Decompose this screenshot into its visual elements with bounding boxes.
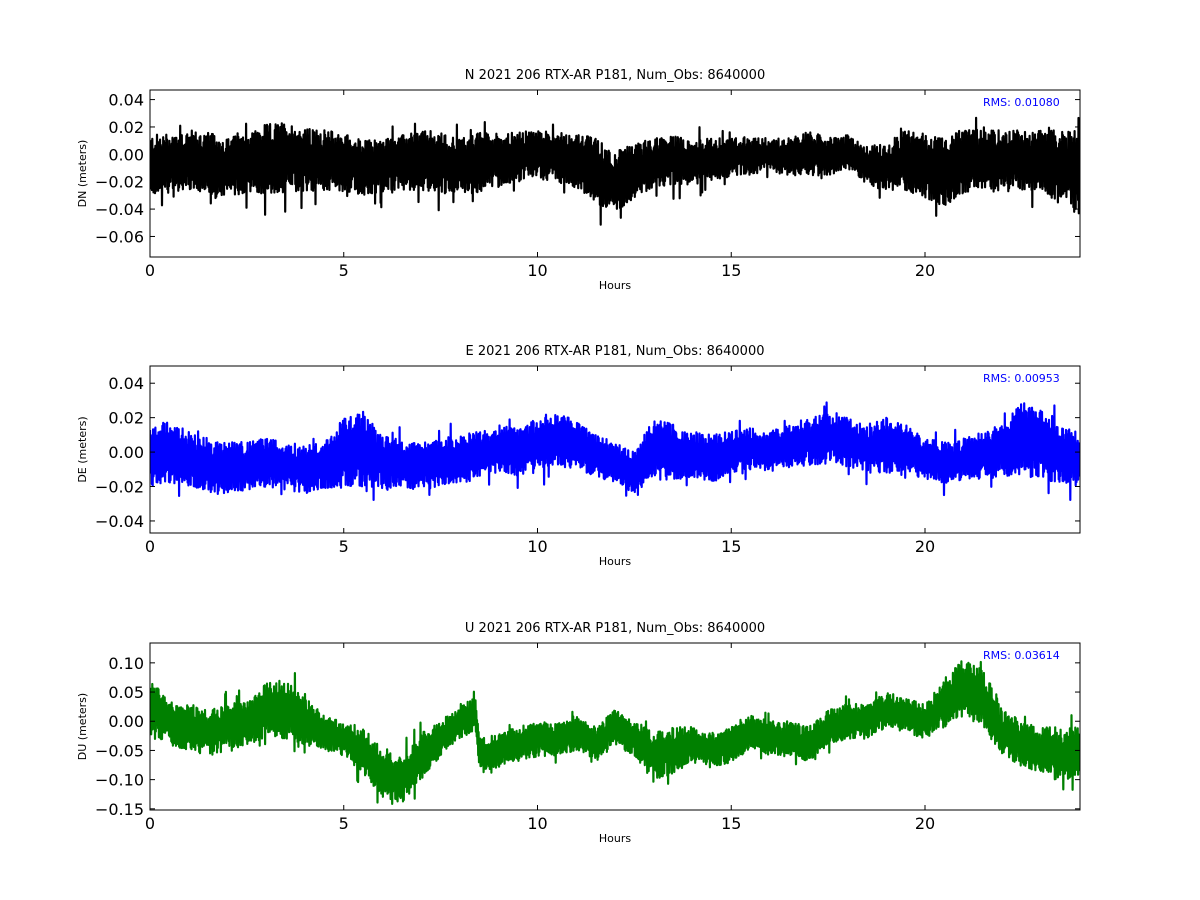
y-tick-label: −0.15: [95, 800, 144, 819]
y-tick-label: 0.00: [108, 712, 144, 731]
axes-frame-u: [149, 642, 1081, 811]
y-tick-label: −0.04: [95, 512, 144, 531]
x-tick-label: 15: [721, 814, 741, 833]
ticks-n: 0 5 10 15 20 −0.06 −0.04 −0.02 0.00 0.02 0.04: [95, 90, 1080, 280]
series-line-e: [150, 401, 1080, 501]
x-tick-label: 20: [915, 261, 935, 280]
y-tick-label: −0.04: [95, 200, 144, 219]
plot-title-e: E 2021 206 RTX-AR P181, Num_Obs: 8640000: [466, 344, 765, 359]
x-tick-label: 0: [145, 261, 155, 280]
trace-u: [150, 660, 1080, 805]
y-tick-label: −0.02: [95, 478, 144, 497]
y-axis-label-u: DU (meters): [76, 693, 89, 760]
trace-e: [150, 401, 1080, 501]
axes-frame-n: [149, 89, 1081, 258]
rms-annotation-e: RMS: 0.00953: [983, 372, 1060, 385]
y-tick-label: 0.10: [108, 654, 144, 673]
ticks-u: 0 5 10 15 20 −0.15 −0.10 −0.05 0.00 0.05 0.10: [95, 643, 1080, 833]
subplot-n: 0 5 10 15 20 −0.06 −0.04 −0.02 0.00 0.02 0.04 N 20…: [76, 68, 1081, 292]
series-line-u: [150, 660, 1080, 805]
subplot-e: 0 5 10 15 20 −0.04 −0.02 0.00 0.02 0.04 E 2021 20…: [76, 344, 1081, 568]
series-line-n: [150, 116, 1080, 226]
axes-frame-e: [149, 365, 1081, 534]
y-tick-label: −0.10: [95, 771, 144, 790]
rms-annotation-n: RMS: 0.01080: [983, 96, 1060, 109]
y-tick-label: −0.06: [95, 227, 144, 246]
subplot-u: 0 5 10 15 20 −0.15 −0.10 −0.05 0.00 0.05 0.10 U 20…: [76, 621, 1081, 845]
x-tick-label: 20: [915, 814, 935, 833]
x-tick-label: 15: [721, 537, 741, 556]
y-tick-label: 0.00: [108, 145, 144, 164]
x-tick-label: 5: [339, 814, 349, 833]
x-tick-label: 10: [527, 537, 547, 556]
x-axis-label-n: Hours: [599, 279, 631, 292]
x-tick-label: 15: [721, 261, 741, 280]
trace-n: [150, 116, 1080, 226]
y-axis-label-e: DE (meters): [76, 416, 89, 482]
plot-title-u: U 2021 206 RTX-AR P181, Num_Obs: 8640000: [465, 621, 765, 636]
x-tick-label: 0: [145, 537, 155, 556]
x-tick-label: 5: [339, 261, 349, 280]
x-tick-label: 10: [527, 814, 547, 833]
x-axis-label-e: Hours: [599, 555, 631, 568]
y-tick-label: 0.00: [108, 443, 144, 462]
y-axis-label-n: DN (meters): [76, 140, 89, 208]
ticks-e: 0 5 10 15 20 −0.04 −0.02 0.00 0.02 0.04: [95, 366, 1080, 556]
y-tick-label: 0.04: [108, 374, 144, 393]
x-tick-label: 10: [527, 261, 547, 280]
y-tick-label: 0.04: [108, 91, 144, 110]
x-tick-label: 20: [915, 537, 935, 556]
rms-annotation-u: RMS: 0.03614: [983, 649, 1060, 662]
y-tick-label: 0.02: [108, 118, 144, 137]
y-tick-label: 0.02: [108, 409, 144, 428]
y-tick-label: −0.02: [95, 173, 144, 192]
x-axis-label-u: Hours: [599, 832, 631, 845]
x-tick-label: 0: [145, 814, 155, 833]
plot-title-n: N 2021 206 RTX-AR P181, Num_Obs: 8640000: [465, 68, 765, 83]
y-tick-label: −0.05: [95, 741, 144, 760]
x-tick-label: 5: [339, 537, 349, 556]
y-tick-label: 0.05: [108, 683, 144, 702]
